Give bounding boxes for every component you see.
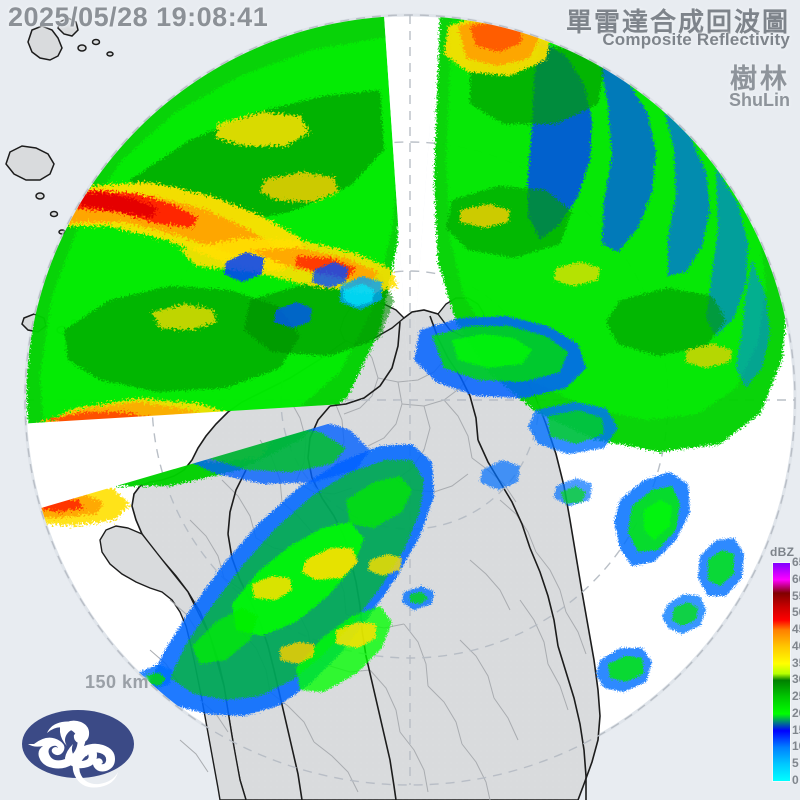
- color-scale-tick-20: 20: [792, 705, 800, 720]
- color-scale-tick-40: 40: [792, 638, 800, 653]
- color-scale-tick-50: 50: [792, 605, 800, 620]
- color-scale-tick-10: 10: [792, 739, 800, 754]
- product-title-cn: 單雷達合成回波圖: [565, 7, 790, 37]
- color-scale-tick-5: 5: [792, 756, 799, 771]
- color-scale-bar: [772, 562, 791, 782]
- color-scale-tick-45: 45: [792, 622, 800, 637]
- beam-blockage-wedges: [26, 16, 439, 518]
- radar-site-name-en: ShuLin: [729, 90, 790, 110]
- echo-east-offshore: [596, 472, 744, 692]
- range-ring-label: 150 km: [85, 672, 150, 692]
- color-scale-tick-25: 25: [792, 689, 800, 704]
- color-scale-tick-35: 35: [792, 655, 800, 670]
- echo-ne-coastal: [414, 316, 618, 454]
- observation-timestamp: 2025/05/28 19:08:41: [8, 2, 269, 32]
- color-scale-unit: dBZ: [770, 545, 795, 559]
- color-scale-tick-65: 65: [792, 555, 800, 569]
- color-scale-ticks: 65605550454035302520151050: [792, 555, 800, 787]
- radar-site-name-cn: 樹林: [730, 64, 790, 94]
- product-title-en: Composite Reflectivity: [602, 30, 790, 49]
- color-scale-tick-60: 60: [792, 571, 800, 586]
- echo-scattered-cells: [224, 252, 592, 506]
- color-scale-tick-0: 0: [792, 773, 799, 787]
- color-scale-tick-15: 15: [792, 722, 800, 737]
- echo-central-mountains: [138, 444, 434, 716]
- color-scale-tick-30: 30: [792, 672, 800, 687]
- color-scale-tick-55: 55: [792, 588, 800, 603]
